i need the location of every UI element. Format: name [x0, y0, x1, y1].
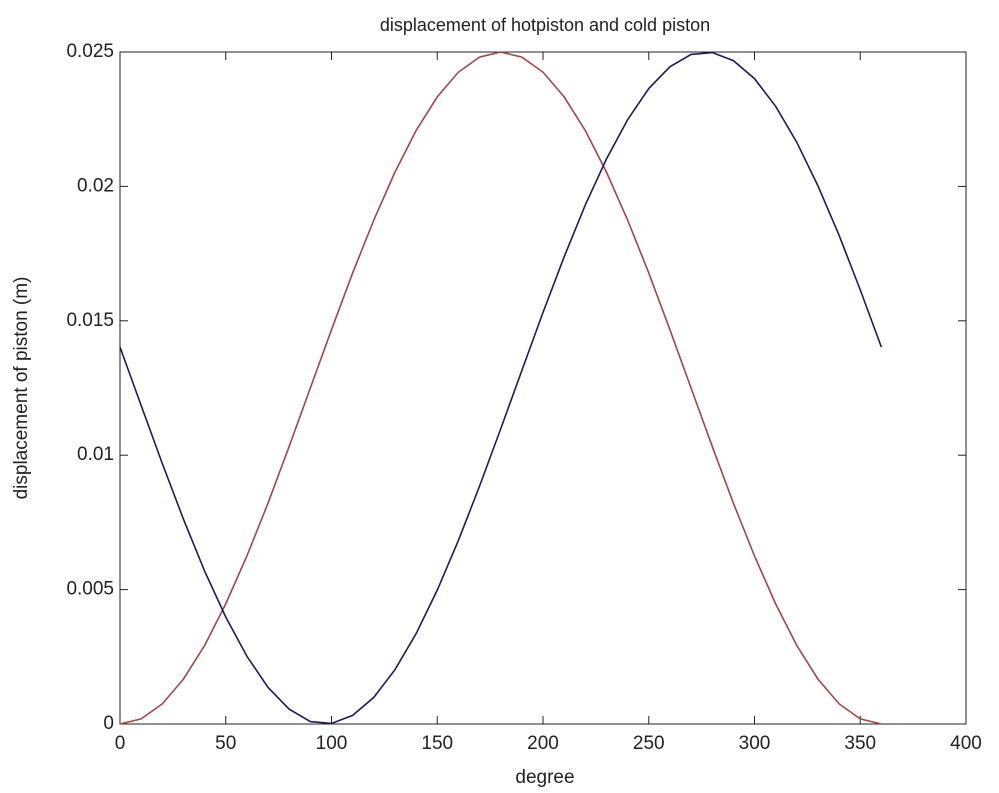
plot-frame — [120, 52, 966, 724]
x-tick-label: 400 — [950, 733, 982, 754]
x-tick-label: 50 — [215, 733, 236, 754]
y-tick-label: 0.015 — [66, 310, 114, 331]
y-tick-label: 0.025 — [66, 41, 114, 62]
y-axis-label: displacement of piston (m) — [11, 277, 32, 500]
y-tick-label: 0.02 — [77, 175, 114, 196]
x-tick-label: 100 — [316, 733, 348, 754]
x-tick-label: 300 — [739, 733, 771, 754]
x-tick-label: 150 — [421, 733, 453, 754]
chart-title: displacement of hotpiston and cold pisto… — [380, 15, 710, 35]
y-tick-label: 0.01 — [77, 444, 114, 465]
y-tick-label: 0.005 — [66, 579, 114, 600]
x-tick-label: 350 — [844, 733, 876, 754]
x-tick-label: 250 — [633, 733, 665, 754]
x-tick-label: 200 — [527, 733, 559, 754]
x-axis-label: degree — [515, 767, 574, 788]
x-tick-label: 0 — [115, 733, 126, 754]
y-tick-label: 0 — [103, 713, 114, 734]
chart: displacement of hotpiston and cold pisto… — [0, 0, 999, 793]
